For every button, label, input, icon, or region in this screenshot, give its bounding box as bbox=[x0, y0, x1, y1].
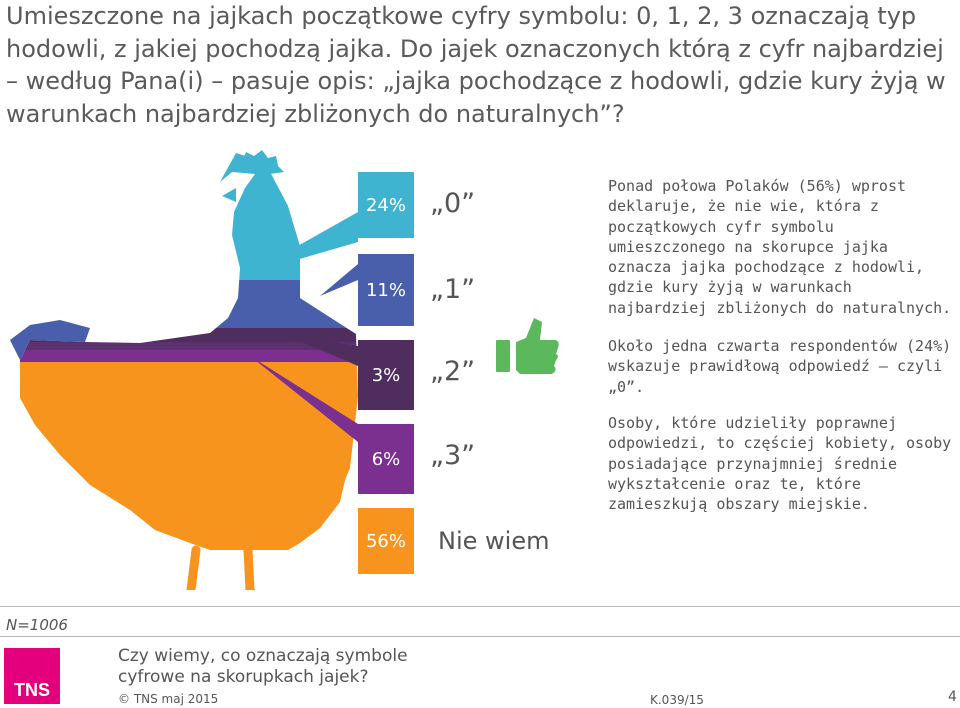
divider-bottom bbox=[0, 636, 960, 637]
category-label-1: „1” bbox=[430, 274, 476, 305]
copyright: © TNS maj 2015 bbox=[118, 692, 219, 706]
band-1 bbox=[20, 280, 358, 328]
wedge-3 bbox=[250, 356, 358, 442]
wedge-0 bbox=[248, 212, 358, 274]
footer-question: Czy wiemy, co oznaczają symbole cyfrowe … bbox=[118, 646, 408, 687]
band-2b bbox=[20, 342, 358, 350]
category-label-2: „2” bbox=[430, 356, 476, 387]
category-label-0: „0” bbox=[430, 188, 476, 219]
report-code: K.039/15 bbox=[650, 693, 704, 707]
wedge-2 bbox=[288, 336, 358, 366]
comment-1: Ponad połowa Polaków (56%) wprost deklar… bbox=[608, 177, 952, 317]
sample-size: N=1006 bbox=[6, 616, 68, 634]
value-label-2: 3% bbox=[358, 340, 414, 410]
page-title: Umieszczone na jajkach początkowe cyfry … bbox=[6, 2, 946, 128]
hen-chart bbox=[10, 150, 559, 590]
wedge-1 bbox=[320, 264, 358, 296]
value-label-3: 6% bbox=[358, 424, 414, 494]
value-label-0: 24% bbox=[358, 172, 414, 238]
page-number: 4 bbox=[948, 689, 957, 705]
tns-logo: TNS bbox=[4, 648, 60, 704]
hen-beak bbox=[222, 188, 236, 202]
hen-legs bbox=[186, 545, 256, 590]
thumbs-up-icon bbox=[496, 318, 559, 374]
comment-2: Około jedna czwarta respondentów (24%) w… bbox=[608, 337, 952, 396]
tns-logo-text: TNS bbox=[14, 680, 50, 700]
category-label-3: „3” bbox=[430, 440, 476, 471]
hen-tail bbox=[10, 320, 90, 360]
band-4 bbox=[20, 362, 358, 550]
category-label-4: Nie wiem bbox=[438, 527, 550, 555]
value-label-4: 56% bbox=[358, 508, 414, 574]
band-3 bbox=[20, 350, 358, 362]
value-label-1: 11% bbox=[358, 254, 414, 326]
divider-top bbox=[0, 606, 960, 607]
comment-3: Osoby, które udzieliły poprawnej odpowie… bbox=[608, 414, 952, 514]
band-0 bbox=[20, 153, 358, 280]
